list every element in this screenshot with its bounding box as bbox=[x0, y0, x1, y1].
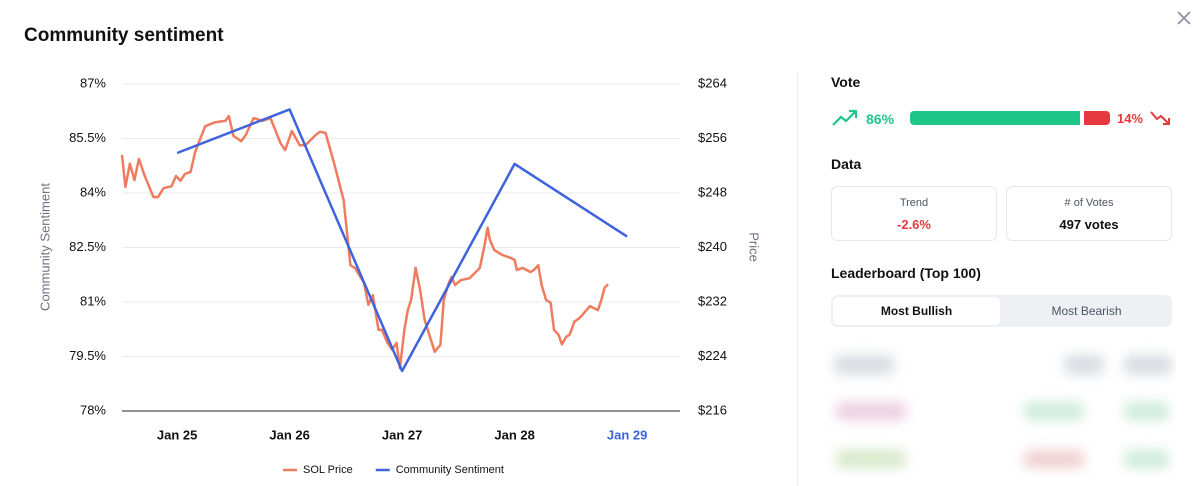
y2-tick-label: $224 bbox=[698, 348, 727, 363]
y2-axis-label: Price bbox=[747, 232, 762, 262]
legend-label: SOL Price bbox=[303, 464, 353, 476]
y-tick-label: 87% bbox=[80, 75, 106, 90]
y-tick-label: 82.5% bbox=[69, 239, 106, 254]
legend-label: Community Sentiment bbox=[396, 464, 504, 476]
y2-tick-label: $264 bbox=[698, 75, 727, 90]
x-tick-label: Jan 29 bbox=[607, 427, 647, 442]
y-axis-label: Community Sentiment bbox=[37, 183, 52, 311]
y-tick-label: 85.5% bbox=[69, 130, 106, 145]
card-value: 497 votes bbox=[1059, 217, 1119, 232]
y-tick-label: 84% bbox=[80, 184, 106, 199]
y2-tick-label: $240 bbox=[698, 239, 727, 254]
y2-tick-label: $232 bbox=[698, 293, 727, 308]
chart: Community sentiment Community Sentiment … bbox=[24, 25, 762, 476]
leaderboard-title: Leaderboard (Top 100) bbox=[831, 265, 981, 281]
x-tick-label: Jan 28 bbox=[494, 427, 534, 442]
vote-title: Vote bbox=[831, 74, 861, 90]
series-line bbox=[176, 108, 628, 373]
y2-tick-label: $256 bbox=[698, 130, 727, 145]
x-tick-label: Jan 25 bbox=[157, 427, 197, 442]
x-tick-label: Jan 27 bbox=[382, 427, 422, 442]
bearish-label: 14% bbox=[1117, 111, 1144, 126]
y-tick-label: 78% bbox=[80, 402, 106, 417]
tab[interactable]: Most Bearish bbox=[1051, 304, 1122, 318]
y2-tick-label: $216 bbox=[698, 402, 727, 417]
card-value: -2.6% bbox=[897, 217, 931, 232]
card-label: # of Votes bbox=[1064, 197, 1114, 209]
vote-segment bbox=[1084, 111, 1110, 125]
title: Community sentiment bbox=[24, 25, 224, 46]
y-tick-label: 81% bbox=[80, 293, 106, 308]
tab-bar: Most Bullish Most Bearish bbox=[831, 295, 1172, 327]
y2-tick-label: $248 bbox=[698, 184, 727, 199]
bullish-label: 86% bbox=[866, 111, 895, 127]
trend-down-icon bbox=[1150, 111, 1170, 125]
tab-active[interactable]: Most Bullish bbox=[833, 297, 1000, 325]
votes-card: # of Votes 497 votes bbox=[1006, 186, 1172, 241]
divider bbox=[797, 72, 798, 486]
vote-bar bbox=[910, 111, 1110, 125]
x-tick-label: Jan 26 bbox=[269, 427, 309, 442]
card-label: Trend bbox=[899, 197, 929, 209]
series-line bbox=[120, 114, 609, 370]
vote-segment bbox=[910, 111, 1080, 125]
trend-card: Trend -2.6% bbox=[831, 186, 997, 241]
blurred-list bbox=[824, 340, 1176, 476]
close-button[interactable] bbox=[1176, 10, 1192, 26]
data-title: Data bbox=[831, 156, 862, 172]
trend-up-icon bbox=[832, 109, 858, 126]
y-tick-label: 79.5% bbox=[69, 348, 106, 363]
